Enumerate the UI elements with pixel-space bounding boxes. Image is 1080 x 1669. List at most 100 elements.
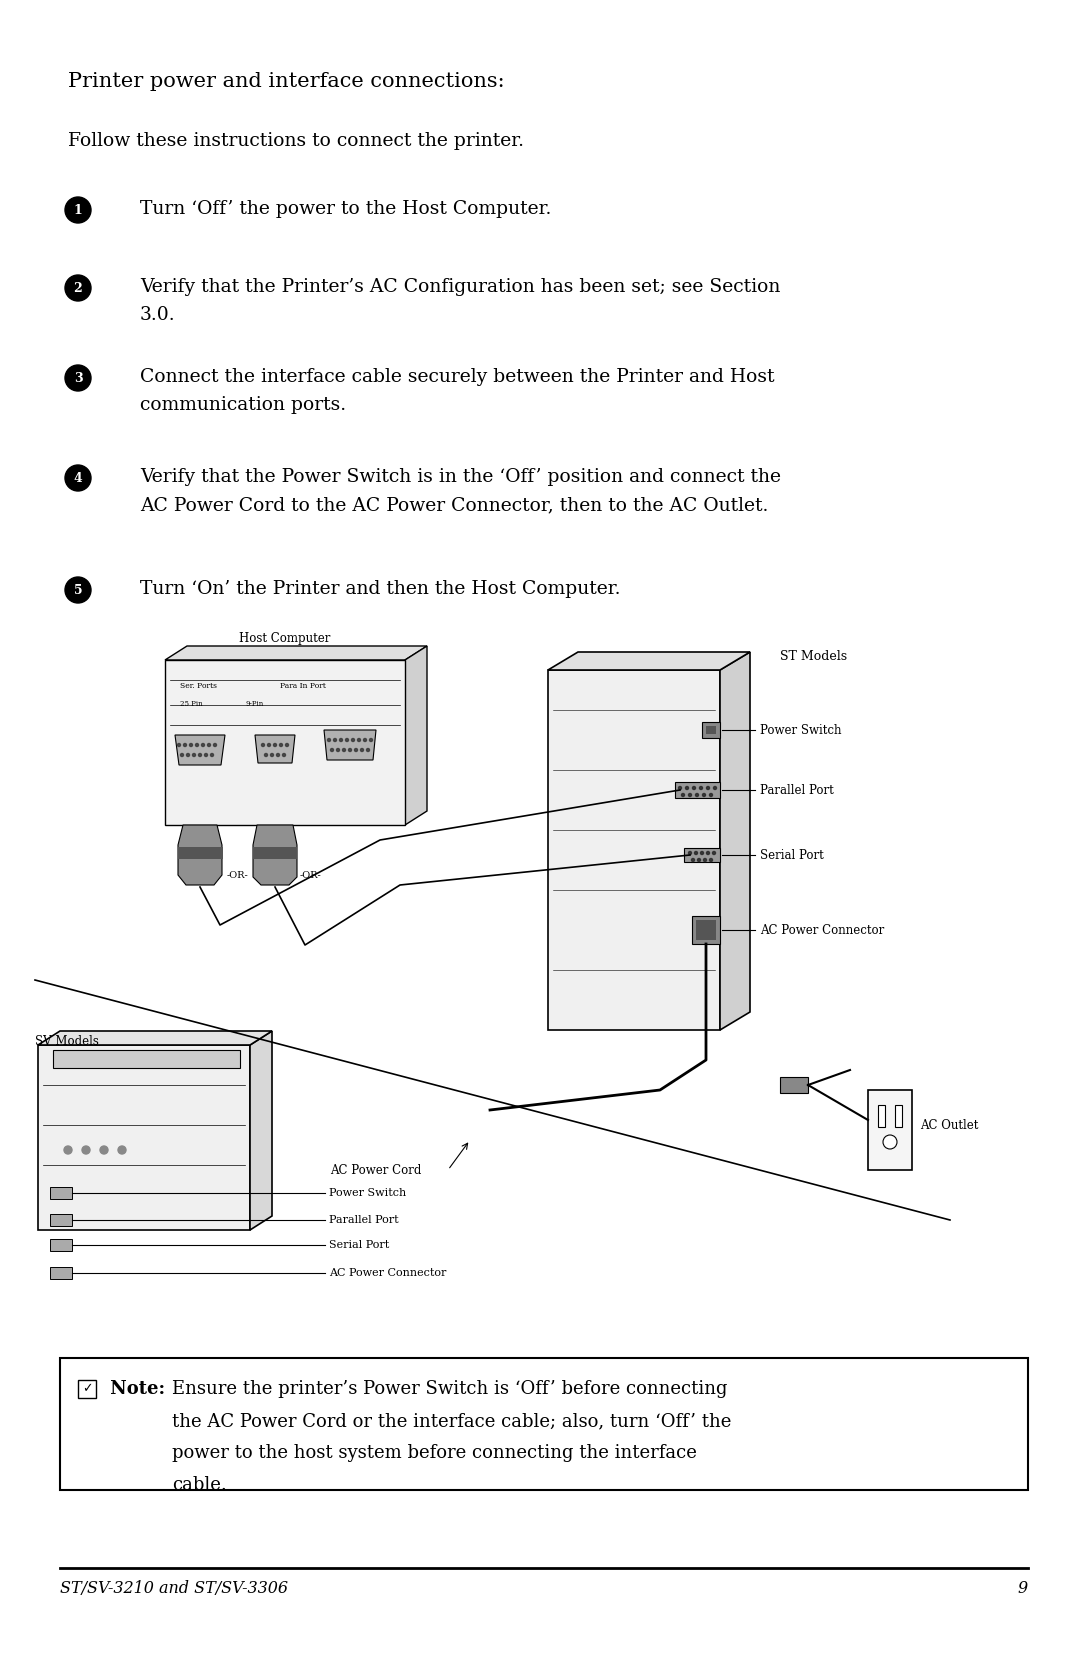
Circle shape — [346, 738, 349, 741]
Circle shape — [706, 851, 710, 855]
Text: Serial Port: Serial Port — [329, 1240, 389, 1250]
Circle shape — [681, 793, 685, 796]
Bar — [50, 1187, 72, 1198]
Text: ✓: ✓ — [82, 1382, 92, 1395]
Polygon shape — [548, 653, 750, 669]
Polygon shape — [405, 646, 427, 824]
Circle shape — [678, 786, 681, 789]
Text: Turn ‘Off’ the power to the Host Computer.: Turn ‘Off’ the power to the Host Compute… — [140, 200, 552, 219]
Text: power to the host system before connecting the interface: power to the host system before connecti… — [172, 1444, 697, 1462]
Circle shape — [82, 1147, 90, 1153]
Circle shape — [696, 793, 699, 796]
Circle shape — [184, 743, 187, 746]
Circle shape — [207, 743, 211, 746]
Text: 9: 9 — [1017, 1581, 1028, 1597]
Text: cable.: cable. — [172, 1475, 227, 1494]
Text: Para In Port: Para In Port — [280, 683, 326, 689]
Circle shape — [64, 1147, 72, 1153]
Bar — [868, 1090, 912, 1170]
Circle shape — [276, 753, 280, 756]
Text: Connect the interface cable securely between the Printer and Host: Connect the interface cable securely bet… — [140, 367, 774, 386]
Bar — [178, 846, 222, 860]
Text: communication ports.: communication ports. — [140, 396, 346, 414]
Circle shape — [357, 738, 361, 741]
Text: 3.0.: 3.0. — [140, 305, 176, 324]
Circle shape — [280, 743, 283, 746]
Text: Follow these instructions to connect the printer.: Follow these instructions to connect the… — [68, 132, 524, 150]
Circle shape — [202, 743, 204, 746]
Text: 4: 4 — [73, 472, 82, 484]
Bar — [253, 846, 297, 860]
Text: 1: 1 — [73, 204, 82, 217]
Polygon shape — [720, 653, 750, 1030]
Bar — [50, 1213, 72, 1227]
Circle shape — [65, 275, 91, 300]
Text: ST/SV-3210 and ST/SV-3306: ST/SV-3210 and ST/SV-3306 — [60, 1581, 288, 1597]
Text: 3: 3 — [73, 372, 82, 384]
Text: Parallel Port: Parallel Port — [760, 783, 834, 796]
Circle shape — [65, 466, 91, 491]
Polygon shape — [324, 729, 376, 759]
Text: Host Computer: Host Computer — [240, 633, 330, 644]
Bar — [696, 920, 716, 940]
Text: AC Power Cord to the AC Power Connector, then to the AC Outlet.: AC Power Cord to the AC Power Connector,… — [140, 496, 768, 514]
Circle shape — [698, 858, 701, 861]
Circle shape — [195, 743, 199, 746]
Circle shape — [710, 793, 713, 796]
Text: -OR-: -OR- — [227, 871, 248, 880]
Text: 25 Pin: 25 Pin — [180, 699, 203, 708]
Bar — [50, 1267, 72, 1278]
Circle shape — [214, 743, 216, 746]
Text: 5: 5 — [73, 584, 82, 596]
Circle shape — [714, 786, 716, 789]
Text: AC Power Cord: AC Power Cord — [330, 1163, 421, 1177]
Circle shape — [349, 748, 351, 751]
Polygon shape — [38, 1031, 272, 1045]
Polygon shape — [255, 734, 295, 763]
Circle shape — [339, 738, 342, 741]
Circle shape — [65, 197, 91, 224]
Text: 9-Pin: 9-Pin — [245, 699, 264, 708]
Text: Power Switch: Power Switch — [329, 1188, 406, 1198]
Circle shape — [65, 577, 91, 603]
Circle shape — [701, 851, 703, 855]
Text: the AC Power Cord or the interface cable; also, turn ‘Off’ the: the AC Power Cord or the interface cable… — [172, 1412, 731, 1430]
Circle shape — [334, 738, 337, 741]
Circle shape — [702, 793, 705, 796]
Bar — [78, 1380, 96, 1399]
Text: 2: 2 — [73, 282, 82, 294]
Circle shape — [268, 743, 270, 746]
Circle shape — [261, 743, 265, 746]
Bar — [548, 669, 720, 1030]
Text: Verify that the Printer’s AC Configuration has been set; see Section: Verify that the Printer’s AC Configurati… — [140, 279, 781, 295]
Text: Printer power and interface connections:: Printer power and interface connections: — [68, 72, 504, 92]
Circle shape — [192, 753, 195, 756]
Circle shape — [700, 786, 702, 789]
Circle shape — [189, 743, 192, 746]
Bar — [706, 726, 716, 734]
Circle shape — [327, 738, 330, 741]
Circle shape — [686, 786, 689, 789]
Bar — [165, 659, 405, 824]
Circle shape — [180, 753, 184, 756]
Circle shape — [199, 753, 202, 756]
Circle shape — [270, 753, 273, 756]
Text: SV Models: SV Models — [35, 1035, 99, 1048]
Text: Power Switch: Power Switch — [760, 723, 841, 736]
Circle shape — [364, 738, 366, 741]
Text: Parallel Port: Parallel Port — [329, 1215, 399, 1225]
Circle shape — [706, 786, 710, 789]
Polygon shape — [249, 1031, 272, 1230]
Circle shape — [703, 858, 706, 861]
Circle shape — [187, 753, 189, 756]
Circle shape — [211, 753, 214, 756]
Circle shape — [713, 851, 715, 855]
Text: AC Power Connector: AC Power Connector — [760, 923, 885, 936]
Text: Turn ‘On’ the Printer and then the Host Computer.: Turn ‘On’ the Printer and then the Host … — [140, 581, 621, 598]
Circle shape — [265, 753, 268, 756]
Circle shape — [351, 738, 354, 741]
Circle shape — [65, 366, 91, 391]
Text: AC Power Connector: AC Power Connector — [329, 1268, 446, 1278]
Circle shape — [710, 858, 713, 861]
Circle shape — [883, 1135, 897, 1148]
